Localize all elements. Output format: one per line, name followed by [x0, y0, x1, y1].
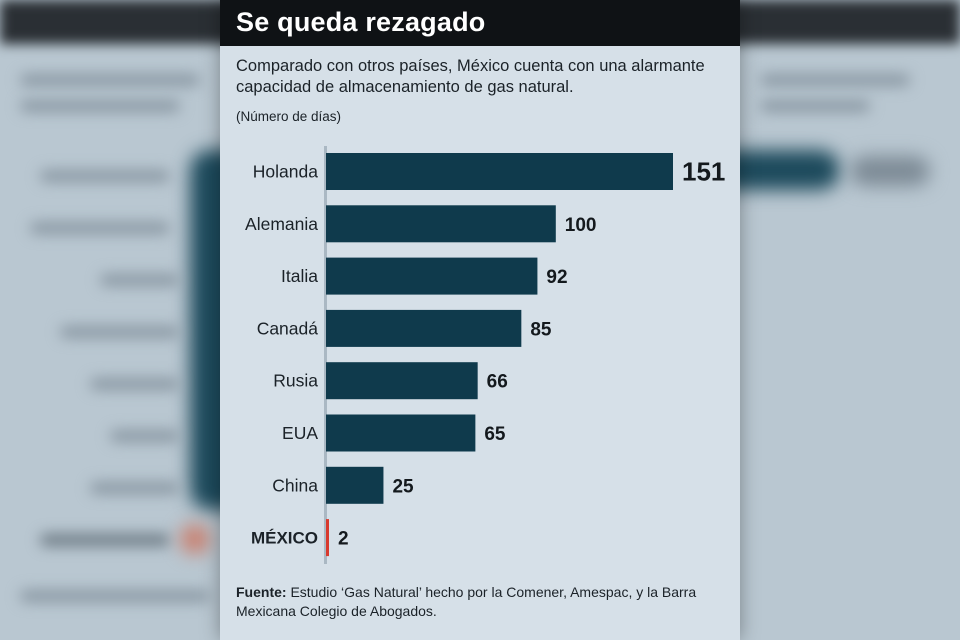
value-label-alemania: 100 — [565, 215, 597, 236]
bar-chart: Holanda 151 Alemania 100 Italia 92 Canadá 85 Rus… — [245, 153, 725, 557]
source-note: Fuente: Estudio ‘Gas Natural’ hecho por … — [236, 583, 726, 621]
axis-line — [324, 146, 327, 564]
value-label-italia: 92 — [546, 267, 567, 288]
category-label-rusia: Rusia — [273, 371, 318, 391]
bar-mexico — [326, 519, 329, 557]
category-label-alemania: Alemania — [245, 214, 318, 234]
source-label: Fuente: — [236, 584, 287, 600]
bar-canada — [326, 309, 522, 347]
chart-subtitle: Comparado con otros países, México cuent… — [236, 57, 705, 96]
value-label-china: 25 — [392, 476, 414, 497]
value-label-mexico: 2 — [338, 529, 349, 550]
bar-rusia — [326, 362, 478, 400]
bar-holanda — [326, 153, 673, 190]
value-label-canada: 85 — [530, 319, 552, 340]
source-text: Estudio ‘Gas Natural’ hecho por la Comen… — [236, 584, 697, 619]
infographic-card: Se queda rezagado Comparado con otros pa… — [220, 0, 740, 640]
unit-note: (Número de días) — [236, 109, 342, 124]
category-label-holanda: Holanda — [253, 162, 318, 182]
value-label-rusia: 66 — [487, 372, 508, 393]
bar-eua — [326, 414, 476, 452]
bar-alemania — [326, 205, 556, 243]
category-label-eua: EUA — [282, 423, 318, 443]
bar-italia — [326, 257, 538, 295]
value-label-eua: 65 — [484, 424, 506, 445]
category-label-canada: Canadá — [257, 318, 319, 338]
bar-china — [326, 466, 384, 504]
category-label-mexico: MÉXICO — [251, 529, 318, 548]
category-label-china: China — [272, 475, 318, 495]
title-bar: Se queda rezagado — [220, 0, 740, 46]
chart-title: Se queda rezagado — [236, 7, 486, 37]
value-label-holanda: 151 — [682, 157, 725, 187]
category-label-italia: Italia — [281, 266, 318, 286]
